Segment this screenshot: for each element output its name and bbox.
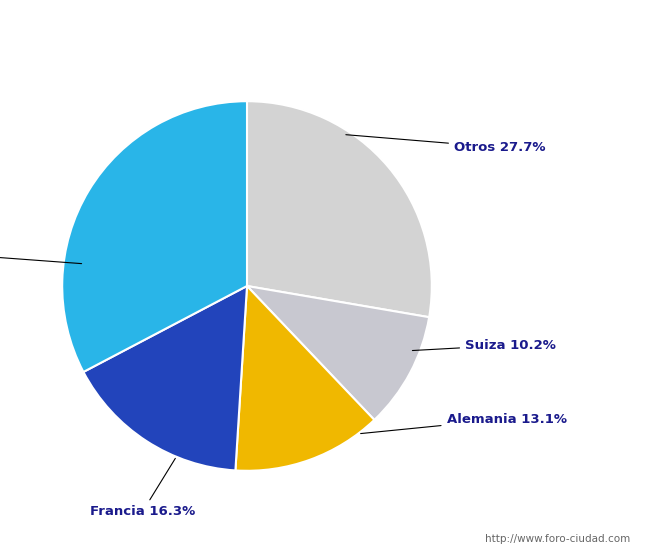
Text: Alemania 13.1%: Alemania 13.1%	[361, 412, 567, 433]
Wedge shape	[247, 286, 429, 420]
Text: Xinzo de Limia - Turistas extranjeros según país - Abril de 2024: Xinzo de Limia - Turistas extranjeros se…	[94, 16, 556, 33]
Text: http://www.foro-ciudad.com: http://www.foro-ciudad.com	[486, 535, 630, 544]
Text: Otros 27.7%: Otros 27.7%	[346, 135, 545, 154]
Text: Portugal 32.7%: Portugal 32.7%	[0, 246, 82, 263]
Text: Francia 16.3%: Francia 16.3%	[90, 458, 195, 518]
Text: Suiza 10.2%: Suiza 10.2%	[412, 339, 556, 351]
Wedge shape	[247, 101, 432, 317]
Wedge shape	[235, 286, 374, 471]
Wedge shape	[83, 286, 247, 470]
Wedge shape	[62, 101, 247, 372]
